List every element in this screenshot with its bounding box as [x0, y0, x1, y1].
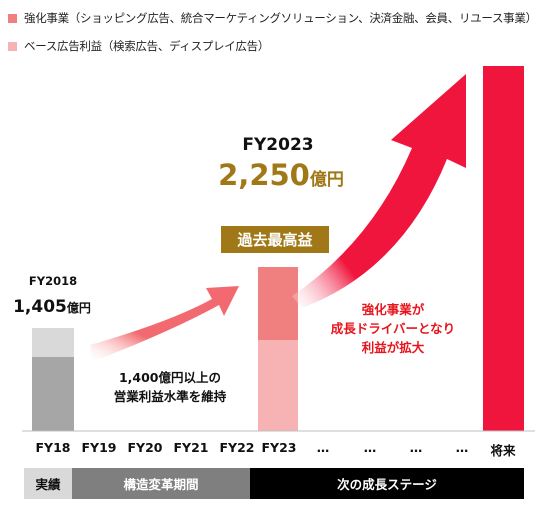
growth-note-line-2: 成長ドライバーとなり	[330, 321, 456, 336]
bar-fy18-lower	[32, 357, 74, 431]
bar-fy23-strengthened	[258, 267, 298, 340]
x-tick-fy19: FY19	[81, 440, 117, 455]
period-actual: 実績	[24, 468, 72, 499]
growth-note-line-1: 強化事業が	[361, 302, 425, 317]
x-tick-future: 将来	[490, 443, 516, 458]
bar-fy18-upper	[32, 328, 74, 357]
x-tick-fy20: FY20	[127, 440, 163, 455]
big-growth-arrow	[292, 74, 466, 308]
x-tick-ellipsis-3: …	[409, 440, 423, 455]
fy2018-total: 1,405億円	[6, 298, 98, 318]
bar-fy23-base	[258, 340, 298, 431]
legend-swatch-base	[8, 41, 17, 51]
bar-future	[483, 66, 524, 431]
x-tick-ellipsis-2: …	[363, 440, 377, 455]
x-tick-ellipsis-1: …	[316, 440, 330, 455]
period-transformation: 構造変革期間	[72, 468, 250, 499]
legend-item-base: ベース広告利益（検索広告、ディスプレイ広告）	[8, 38, 269, 54]
legend-label-base: ベース広告利益（検索広告、ディスプレイ広告）	[24, 39, 270, 53]
record-profit-badge: 過去最高益	[221, 226, 329, 253]
fy2023-value: 2,250	[218, 158, 310, 192]
x-tick-ellipsis-4: …	[455, 440, 469, 455]
x-tick-fy18: FY18	[35, 440, 71, 455]
legend-swatch-strengthened	[8, 13, 17, 23]
x-tick-fy23: FY23	[261, 440, 297, 455]
fy2018-title: FY2018	[28, 274, 78, 288]
legend-item-strengthened: 強化事業（ショッピング広告、統合マーケティングソリューション、決済金融、会員、リ…	[8, 10, 537, 26]
x-tick-fy21: FY21	[173, 440, 209, 455]
legend-label-strengthened: 強化事業（ショッピング広告、統合マーケティングソリューション、決済金融、会員、リ…	[24, 11, 537, 25]
maintain-note: 1,400億円以上の 営業利益水準を維持	[92, 368, 248, 406]
fy2023-title: FY2023	[242, 135, 314, 155]
fy2023-total: 2,250億円	[196, 161, 366, 190]
fy2018-value: 1,405	[13, 297, 67, 317]
fy2018-unit: 億円	[66, 301, 91, 315]
x-tick-fy22: FY22	[219, 440, 255, 455]
growth-note: 強化事業が 成長ドライバーとなり 利益が拡大	[322, 300, 464, 357]
growth-note-line-3: 利益が拡大	[361, 340, 425, 355]
period-next-growth: 次の成長ステージ	[250, 468, 524, 499]
small-growth-arrow	[90, 286, 239, 362]
maintain-note-line-1: 1,400億円以上の	[118, 370, 222, 385]
maintain-note-line-2: 営業利益水準を維持	[113, 389, 227, 404]
fy2023-unit: 億円	[309, 170, 344, 190]
